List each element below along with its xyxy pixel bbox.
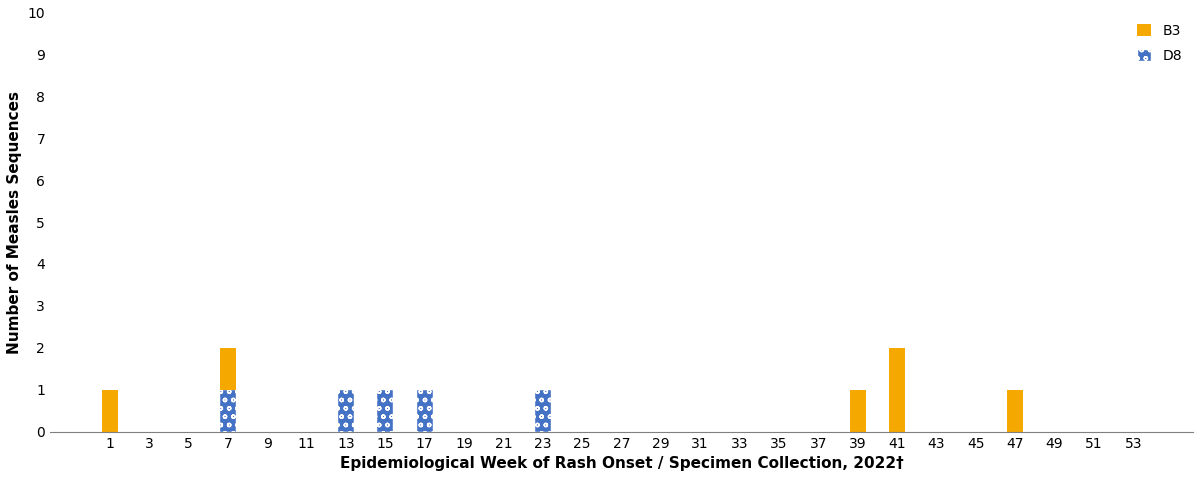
Bar xyxy=(220,348,235,390)
Legend: B3, D8: B3, D8 xyxy=(1133,20,1186,67)
X-axis label: Epidemiological Week of Rash Onset / Specimen Collection, 2022†: Epidemiological Week of Rash Onset / Spe… xyxy=(340,456,904,471)
Bar xyxy=(1007,390,1024,432)
Bar xyxy=(220,390,235,432)
Bar xyxy=(102,390,118,432)
Bar xyxy=(378,390,394,432)
Bar xyxy=(889,348,905,432)
Bar xyxy=(416,390,432,432)
Bar xyxy=(535,390,551,432)
Bar xyxy=(850,390,865,432)
Y-axis label: Number of Measles Sequences: Number of Measles Sequences xyxy=(7,90,22,354)
Bar xyxy=(338,390,354,432)
